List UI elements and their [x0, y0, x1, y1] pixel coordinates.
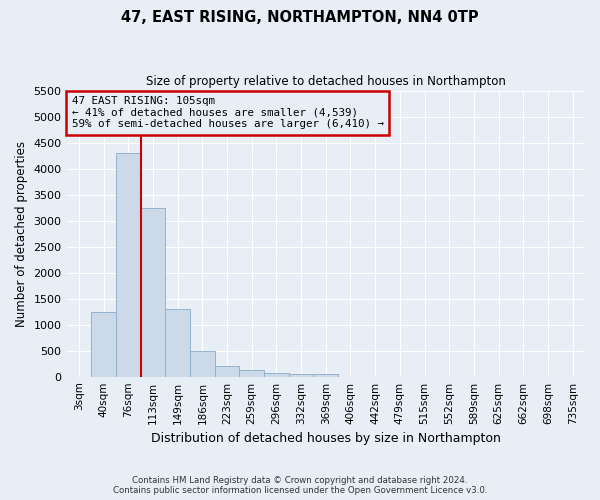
Bar — [313, 374, 338, 376]
X-axis label: Distribution of detached houses by size in Northampton: Distribution of detached houses by size … — [151, 432, 501, 445]
Bar — [91, 312, 116, 376]
Text: 47, EAST RISING, NORTHAMPTON, NN4 0TP: 47, EAST RISING, NORTHAMPTON, NN4 0TP — [121, 10, 479, 25]
Bar — [165, 309, 190, 376]
Bar — [264, 372, 289, 376]
Bar — [239, 370, 264, 376]
Y-axis label: Number of detached properties: Number of detached properties — [15, 140, 28, 326]
Bar — [140, 208, 165, 376]
Text: 47 EAST RISING: 105sqm
← 41% of detached houses are smaller (4,539)
59% of semi-: 47 EAST RISING: 105sqm ← 41% of detached… — [72, 96, 384, 130]
Title: Size of property relative to detached houses in Northampton: Size of property relative to detached ho… — [146, 75, 506, 88]
Bar — [289, 374, 313, 376]
Bar — [215, 366, 239, 376]
Bar — [116, 153, 140, 376]
Text: Contains HM Land Registry data © Crown copyright and database right 2024.
Contai: Contains HM Land Registry data © Crown c… — [113, 476, 487, 495]
Bar — [190, 350, 215, 376]
